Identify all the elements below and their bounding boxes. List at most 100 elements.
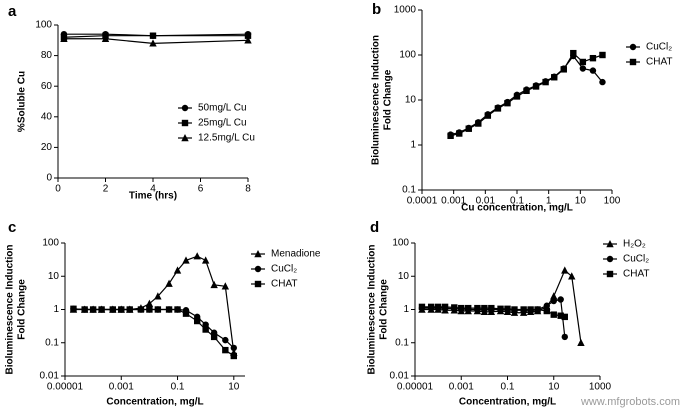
series-line bbox=[63, 33, 249, 37]
data-point bbox=[182, 256, 190, 264]
legend-marker bbox=[606, 270, 614, 278]
data-point bbox=[145, 299, 154, 307]
x-tick-label: 0.0001 bbox=[407, 196, 438, 207]
data-point bbox=[557, 312, 564, 319]
data-point bbox=[550, 297, 557, 305]
data-point bbox=[550, 311, 557, 318]
data-point bbox=[474, 304, 481, 312]
y-tick-label: 20 bbox=[41, 142, 53, 153]
data-point bbox=[193, 252, 201, 260]
y-tick-label: 1 bbox=[403, 304, 409, 315]
y-tick-label: 40 bbox=[41, 111, 53, 122]
series-line bbox=[73, 308, 235, 357]
legend-marker bbox=[606, 255, 614, 263]
y-tick-label: 100 bbox=[42, 238, 59, 249]
x-axis-label: Concentration, mg/L bbox=[106, 397, 203, 408]
data-point bbox=[70, 305, 77, 312]
x-tick-label: 0.001 bbox=[109, 382, 134, 393]
series-line bbox=[73, 255, 235, 353]
data-point bbox=[137, 306, 145, 313]
panel-letter: a bbox=[8, 3, 17, 20]
data-point bbox=[560, 66, 567, 73]
data-point bbox=[497, 305, 504, 312]
legend-label: 25mg/L Cu bbox=[198, 118, 247, 129]
data-point bbox=[149, 39, 157, 47]
data-point bbox=[98, 306, 105, 313]
y-axis-label: %Soluble Cu bbox=[17, 71, 28, 132]
legend-label: Menadione bbox=[271, 249, 321, 260]
legend-label: 50mg/L Cu bbox=[198, 103, 247, 114]
data-point bbox=[173, 266, 182, 274]
data-point bbox=[513, 93, 521, 100]
data-point bbox=[244, 36, 252, 44]
x-tick-label: 10 bbox=[228, 382, 240, 393]
legend-label: CuCl₂ bbox=[646, 42, 672, 53]
y-tick-label: 0.1 bbox=[395, 337, 409, 348]
y-tick-label: 100 bbox=[35, 20, 52, 31]
y-tick-label: 0.01 bbox=[40, 371, 60, 382]
data-point bbox=[599, 78, 606, 86]
y-tick-label: 1000 bbox=[394, 5, 417, 16]
y-tick-label: 0.1 bbox=[402, 185, 416, 196]
data-point bbox=[551, 74, 558, 81]
x-axis-label: Cu concentration, mg/L bbox=[461, 203, 573, 214]
x-tick-label: 0.00001 bbox=[47, 382, 84, 393]
data-point bbox=[520, 306, 527, 313]
legend-marker bbox=[181, 119, 189, 127]
x-tick-label: 0.00001 bbox=[397, 382, 434, 393]
legend-label: 12.5mg/L Cu bbox=[198, 133, 255, 144]
series-line bbox=[63, 35, 248, 38]
y-tick-label: 0.01 bbox=[390, 371, 410, 382]
y-tick-label: 80 bbox=[41, 50, 53, 61]
x-tick-label: 0.001 bbox=[441, 196, 466, 207]
data-point bbox=[146, 306, 153, 313]
data-point bbox=[222, 346, 229, 354]
x-tick-label: 2 bbox=[103, 184, 109, 195]
data-point bbox=[589, 54, 597, 62]
x-tick-label: 0 bbox=[55, 184, 61, 195]
data-point bbox=[494, 105, 502, 112]
data-point bbox=[81, 306, 88, 313]
data-point bbox=[577, 338, 585, 346]
legend-label: H₂O₂ bbox=[623, 239, 646, 250]
legend-label: CHAT bbox=[271, 279, 297, 290]
x-tick-label: 0.01 bbox=[476, 196, 496, 207]
data-point bbox=[427, 303, 435, 311]
x-tick-label: 0.001 bbox=[449, 382, 474, 393]
y-tick-label: 10 bbox=[398, 271, 410, 282]
data-point bbox=[475, 120, 482, 127]
data-point bbox=[550, 292, 558, 300]
legend-marker bbox=[181, 104, 189, 112]
y-tick-label: 0 bbox=[46, 173, 52, 184]
data-point bbox=[126, 306, 133, 313]
data-point bbox=[165, 279, 173, 287]
x-tick-label: 0.1 bbox=[171, 382, 185, 393]
y-tick-label: 1 bbox=[53, 304, 59, 315]
data-point bbox=[118, 306, 125, 313]
data-point bbox=[230, 352, 238, 360]
data-point bbox=[174, 306, 181, 313]
x-tick-label: 1000 bbox=[589, 382, 612, 393]
data-point bbox=[557, 296, 564, 303]
data-point bbox=[570, 49, 577, 57]
data-point bbox=[532, 83, 540, 90]
legend-marker bbox=[606, 240, 614, 248]
x-tick-label: 0.1 bbox=[510, 196, 524, 207]
data-point bbox=[465, 304, 472, 312]
y-axis-label: Fold Change bbox=[383, 69, 394, 130]
data-point bbox=[542, 78, 549, 86]
y-axis-label: Bioluminescence Induction bbox=[371, 35, 382, 165]
data-point bbox=[210, 333, 218, 341]
data-point bbox=[201, 256, 210, 264]
y-axis-label: Fold Change bbox=[379, 279, 390, 340]
data-point bbox=[488, 304, 495, 312]
data-point bbox=[441, 303, 449, 311]
data-point bbox=[434, 303, 442, 311]
x-tick-label: 6 bbox=[198, 184, 204, 195]
legend-label: CHAT bbox=[646, 57, 672, 68]
legend-label: CHAT bbox=[623, 269, 649, 280]
series-line bbox=[73, 308, 235, 349]
y-axis-label: Bioluminescence Induction bbox=[5, 244, 16, 374]
data-point bbox=[543, 302, 550, 309]
